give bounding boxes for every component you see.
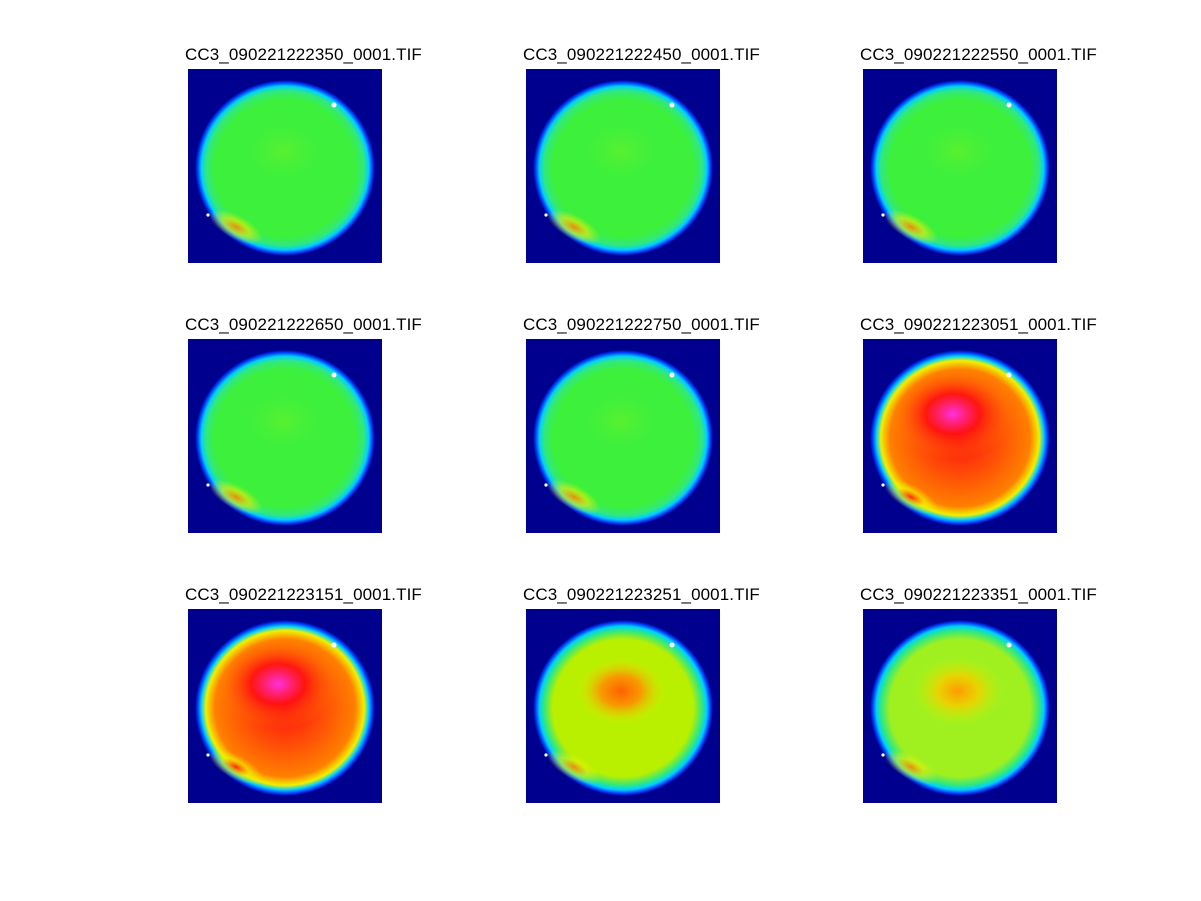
allsky-image [863, 339, 1057, 533]
allsky-image [188, 609, 382, 803]
sky-image-svg [188, 339, 382, 533]
allsky-image [188, 69, 382, 263]
allsky-image [526, 339, 720, 533]
sky-image-svg [188, 69, 382, 263]
allsky-image [526, 69, 720, 263]
sky-image-svg [863, 609, 1057, 803]
panel-title: CC3_090221222750_0001.TIF [523, 315, 760, 334]
sky-image-svg [188, 609, 382, 803]
allsky-image [188, 339, 382, 533]
sky-image-svg [863, 339, 1057, 533]
panel-title: CC3_090221223151_0001.TIF [185, 585, 422, 604]
panel-title: CC3_090221223351_0001.TIF [860, 585, 1097, 604]
panel-title: CC3_090221222650_0001.TIF [185, 315, 422, 334]
allsky-image [863, 609, 1057, 803]
sky-image-svg [526, 339, 720, 533]
panel-title: CC3_090221222550_0001.TIF [860, 45, 1097, 64]
sky-image-svg [526, 69, 720, 263]
allsky-image [526, 609, 720, 803]
panel-title: CC3_090221223051_0001.TIF [860, 315, 1097, 334]
panel-title: CC3_090221223251_0001.TIF [523, 585, 760, 604]
sky-image-svg [526, 609, 720, 803]
panel-title: CC3_090221222350_0001.TIF [185, 45, 422, 64]
allsky-image [863, 69, 1057, 263]
panel-title: CC3_090221222450_0001.TIF [523, 45, 760, 64]
sky-image-svg [863, 69, 1057, 263]
